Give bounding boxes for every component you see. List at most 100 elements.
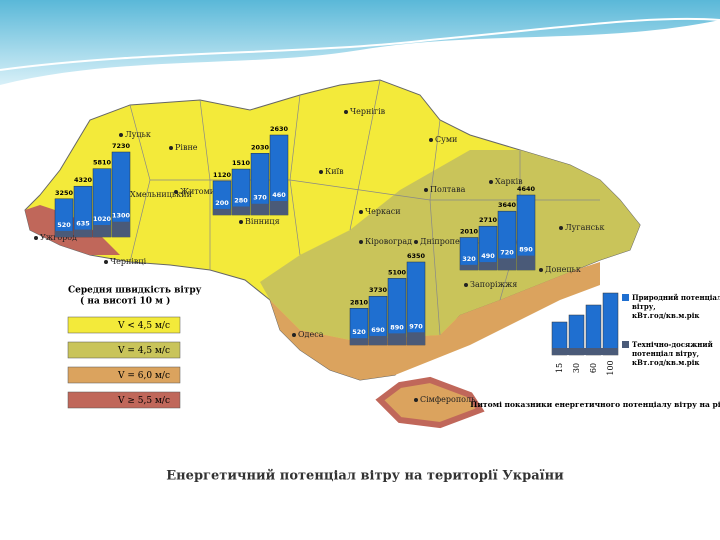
city-dot <box>559 226 563 230</box>
technical-bar <box>213 208 231 215</box>
city-label: Черкаси <box>365 207 401 216</box>
natural-label: 2010 <box>460 228 479 236</box>
natural-label: 4320 <box>74 176 93 184</box>
technical-label: 520 <box>352 328 366 336</box>
natural-label: 3250 <box>55 189 74 197</box>
technical-label: 635 <box>76 220 90 228</box>
zone-crimea <box>375 376 485 429</box>
height-label: 100 <box>606 360 615 375</box>
technical-bar <box>517 255 535 270</box>
technical-bar <box>112 221 130 237</box>
technical-bar <box>460 264 478 270</box>
zone-label: V ≥ 5,5 м/с <box>117 396 170 406</box>
natural-bar <box>73 185 93 238</box>
city-dot <box>319 170 323 174</box>
technical-label: 890 <box>519 246 533 254</box>
city-label: Запоріжжя <box>470 280 517 289</box>
city-dot <box>424 188 428 192</box>
technical-label: 1020 <box>93 215 112 223</box>
zone-swatch <box>67 366 181 384</box>
natural-label: 2810 <box>350 298 369 306</box>
natural-label: 3730 <box>369 286 388 294</box>
city-dot <box>414 240 418 244</box>
city-label: Кіровоград <box>365 237 412 246</box>
technical-label: 280 <box>234 196 248 204</box>
technical-bar <box>232 206 250 215</box>
technical-label: 200 <box>215 199 229 207</box>
city-label: Луганськ <box>565 223 605 232</box>
city-label: Хмельницький <box>130 190 192 199</box>
natural-label: 3640 <box>498 201 517 209</box>
bar-legend-swatch <box>622 341 629 348</box>
technical-bar <box>55 230 73 237</box>
city-dot <box>104 260 108 264</box>
zone-label: V = 4,5 м/с <box>117 346 170 356</box>
technical-label: 890 <box>390 323 404 331</box>
city-label: Рівне <box>175 143 198 152</box>
natural-label: 7230 <box>112 142 131 150</box>
city-label: Сімферополь <box>420 395 476 404</box>
city-dot <box>414 398 418 402</box>
zone-label: V = 6,0 м/с <box>117 371 170 381</box>
height-label: 15 <box>555 363 564 373</box>
technical-label: 320 <box>462 255 476 263</box>
city-label: Суми <box>435 135 457 144</box>
city-dot <box>174 190 178 194</box>
technical-bar <box>498 258 516 270</box>
zone-swatch <box>67 391 181 409</box>
city-label: Одеса <box>298 330 324 339</box>
natural-label: 1510 <box>232 159 251 167</box>
bar-legend-label: Технічно-досяжний потенціал вітру, кВт.г… <box>632 340 715 367</box>
technical-bar <box>251 203 269 215</box>
bar-charts: 3250 520 4320 635 5810 1020 7230 1300 1120 200 151… <box>54 125 536 346</box>
city-label: Дніпропетровськ <box>420 237 492 246</box>
height-label: 30 <box>572 363 581 373</box>
bar-legend-swatch <box>622 294 629 301</box>
header-wave <box>0 0 720 85</box>
city-dot <box>464 283 468 287</box>
city-dot <box>239 220 243 224</box>
zone-high <box>270 262 600 380</box>
page-title: Енергетичний потенціал вітру на територі… <box>166 469 564 484</box>
zone-medium <box>260 150 640 340</box>
city-dot <box>429 138 433 142</box>
bar-legend-label: Природний потенціал вітру, кВт.год/кв.м.… <box>632 293 720 320</box>
technical-label: 370 <box>253 194 267 202</box>
technical-bar <box>388 333 406 345</box>
city-dot <box>169 146 173 150</box>
natural-label: 2030 <box>251 143 270 151</box>
city-label: Житомир <box>180 187 220 196</box>
city-label: Київ <box>325 167 344 176</box>
natural-label: 5100 <box>388 268 407 276</box>
technical-bar <box>93 225 111 237</box>
city-dot <box>119 133 123 137</box>
natural-label: 1120 <box>213 171 232 179</box>
technical-bar <box>369 335 387 345</box>
bar-legend: Природний потенціал вітру, кВт.год/кв.м.… <box>470 292 720 409</box>
city-label: Ужгород <box>40 233 77 242</box>
technical-bar <box>479 262 497 270</box>
map <box>24 79 641 429</box>
natural-label: 6350 <box>407 252 426 260</box>
city-dot <box>539 268 543 272</box>
city-dot <box>359 240 363 244</box>
city-label: Чернігів <box>350 107 386 116</box>
zone-swatch <box>67 316 181 334</box>
city-label: Полтава <box>430 185 466 194</box>
zone-legend: Середня швидкість вітру ( на висоті 10 м… <box>67 286 202 409</box>
zone-label: V < 4,5 м/с <box>117 321 170 331</box>
legend-subtitle: ( на висоті 10 м ) <box>80 296 170 307</box>
technical-label: 970 <box>409 322 423 330</box>
city-dot <box>344 110 348 114</box>
city-label: Донецьк <box>545 265 581 274</box>
technical-bar <box>407 332 425 345</box>
city-dot <box>489 180 493 184</box>
height-label: 60 <box>589 363 598 373</box>
zone-swatch <box>67 341 181 359</box>
city-dot <box>359 210 363 214</box>
city-dot <box>292 333 296 337</box>
technical-label: 1300 <box>112 212 131 220</box>
legend-title: Середня швидкість вітру <box>68 286 202 296</box>
technical-label: 720 <box>500 248 514 256</box>
